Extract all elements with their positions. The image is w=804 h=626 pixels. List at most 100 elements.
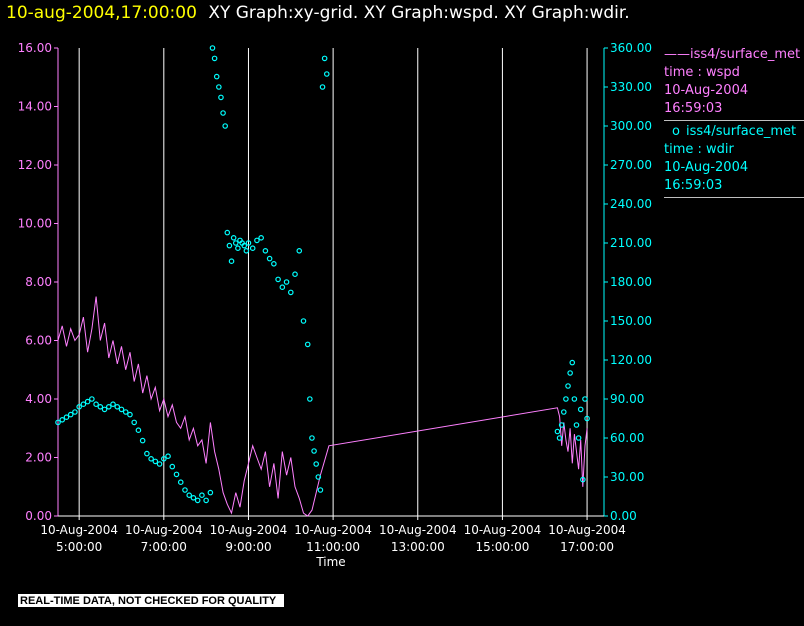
legend-line-marker: ——	[664, 47, 690, 62]
wdir-point	[165, 453, 171, 460]
right-tick-label-8: 240.00	[610, 197, 652, 211]
right-tick-label-6: 180.00	[610, 275, 652, 289]
x-tick-label-time-4: 13:00:00	[391, 540, 445, 554]
x-tick-label-date-5: 10-Aug-2004	[464, 523, 542, 537]
wdir-point	[582, 396, 588, 402]
wdir-point	[554, 428, 561, 435]
wdir-point	[560, 409, 567, 415]
wdir-point	[577, 406, 584, 413]
wdir-point	[304, 341, 311, 348]
legend-wdir-date: 10-Aug-2004	[664, 160, 749, 175]
wdir-point	[213, 73, 220, 80]
wdir-point	[110, 401, 116, 408]
wdir-point	[558, 422, 565, 428]
x-tick-label-time-6: 17:00:00	[560, 540, 614, 554]
wdir-point	[148, 455, 154, 462]
wdir-point	[144, 450, 150, 457]
legend: ——iss4/surface_met time : wspd 10-Aug-20…	[664, 46, 804, 200]
wdir-point	[228, 258, 235, 265]
right-tick-label-5: 150.00	[610, 314, 652, 328]
legend-circle-marker: o	[672, 124, 680, 139]
left-y-axis-ticks: 0.00 2.00 4.00 6.00 8.00 10.00 12.00 14.00 16.00	[18, 41, 58, 523]
wdir-point	[571, 396, 578, 402]
wdir-point	[292, 271, 298, 278]
wdir-point	[309, 435, 315, 441]
wdir-point	[243, 248, 250, 254]
wdir-point	[84, 398, 91, 405]
wdir-point	[315, 474, 322, 480]
wdir-point	[254, 237, 260, 244]
legend-wspd-date: 10-Aug-2004	[664, 83, 749, 98]
wdir-point	[296, 248, 303, 254]
legend-wdir-name: iss4/surface_met	[685, 124, 797, 139]
wdir-point	[169, 463, 176, 470]
x-tick-label-time-2: 9:00:00	[225, 540, 271, 554]
wdir-point	[190, 494, 197, 501]
wdir-point	[211, 55, 218, 62]
wdir-point	[177, 479, 184, 486]
wdir-point	[186, 492, 193, 499]
right-tick-label-1: 30.00	[610, 470, 644, 484]
wdir-point	[235, 245, 241, 252]
grid-lines	[78, 48, 588, 516]
wdir-point	[105, 403, 112, 410]
wdir-point	[266, 255, 273, 262]
wdir-point	[279, 284, 286, 291]
wdir-series	[55, 45, 590, 504]
wdir-point	[194, 497, 201, 504]
wdir-point	[55, 419, 61, 426]
x-tick-label-date-2: 10-Aug-2004	[210, 523, 288, 537]
left-tick-label-6: 12.00	[18, 158, 52, 172]
right-tick-label-3: 90.00	[610, 392, 644, 406]
wdir-point	[313, 461, 319, 467]
legend-entry-wdir: o iss4/surface_met time : wdir 10-Aug-200…	[664, 123, 804, 198]
wdir-point	[131, 419, 137, 426]
legend-wdir-time: 16:59:03	[664, 178, 723, 193]
wdir-point	[580, 476, 586, 483]
title-bar: 10-aug-2004,17:00:00 XY Graph:xy-grid. X…	[6, 2, 630, 24]
wdir-point	[216, 84, 222, 90]
wdir-point	[89, 396, 95, 402]
right-tick-label-2: 60.00	[610, 431, 644, 445]
wdir-point	[173, 471, 180, 478]
right-tick-label-9: 270.00	[610, 158, 652, 172]
wdir-point	[307, 396, 313, 402]
wdir-point	[203, 497, 209, 504]
wdir-point	[76, 403, 82, 410]
x-tick-label-time-1: 7:00:00	[141, 540, 187, 554]
wdir-point	[135, 427, 142, 434]
wdir-point	[122, 409, 129, 415]
wdir-point	[93, 401, 99, 408]
wdir-point	[584, 415, 590, 422]
x-tick-label-date-6: 10-Aug-2004	[548, 523, 626, 537]
wdir-point	[209, 45, 216, 51]
x-tick-label-date-4: 10-Aug-2004	[379, 523, 457, 537]
wdir-point	[139, 437, 146, 444]
left-tick-label-8: 16.00	[18, 41, 52, 55]
left-tick-label-0: 0.00	[25, 509, 52, 523]
x-tick-label-time-3: 11:00:00	[306, 540, 360, 554]
wdir-point	[118, 406, 125, 413]
legend-wspd-time: 16:59:03	[664, 101, 723, 116]
left-tick-label-7: 14.00	[18, 100, 52, 114]
wdir-point	[569, 359, 576, 366]
wdir-point	[567, 370, 573, 376]
wdir-point	[283, 279, 290, 285]
right-tick-label-10: 300.00	[610, 119, 652, 133]
x-axis-ticks: 10-Aug-2004 5:00:00 10-Aug-2004 7:00:00 10-A…	[40, 516, 626, 554]
legend-wspd-name: iss4/surface_met	[690, 47, 801, 62]
wdir-point	[563, 396, 569, 402]
wdir-point	[241, 242, 248, 249]
right-tick-label-7: 210.00	[610, 236, 652, 250]
wdir-point	[321, 55, 328, 62]
wdir-point	[575, 435, 582, 441]
wdir-point	[97, 403, 104, 410]
wdir-point	[152, 458, 159, 465]
wdir-point	[67, 411, 74, 418]
wdir-point	[275, 276, 281, 283]
right-tick-label-12: 360.00	[610, 41, 652, 55]
wdir-point	[156, 461, 163, 467]
left-tick-label-4: 8.00	[25, 275, 52, 289]
wdir-point	[199, 492, 205, 499]
